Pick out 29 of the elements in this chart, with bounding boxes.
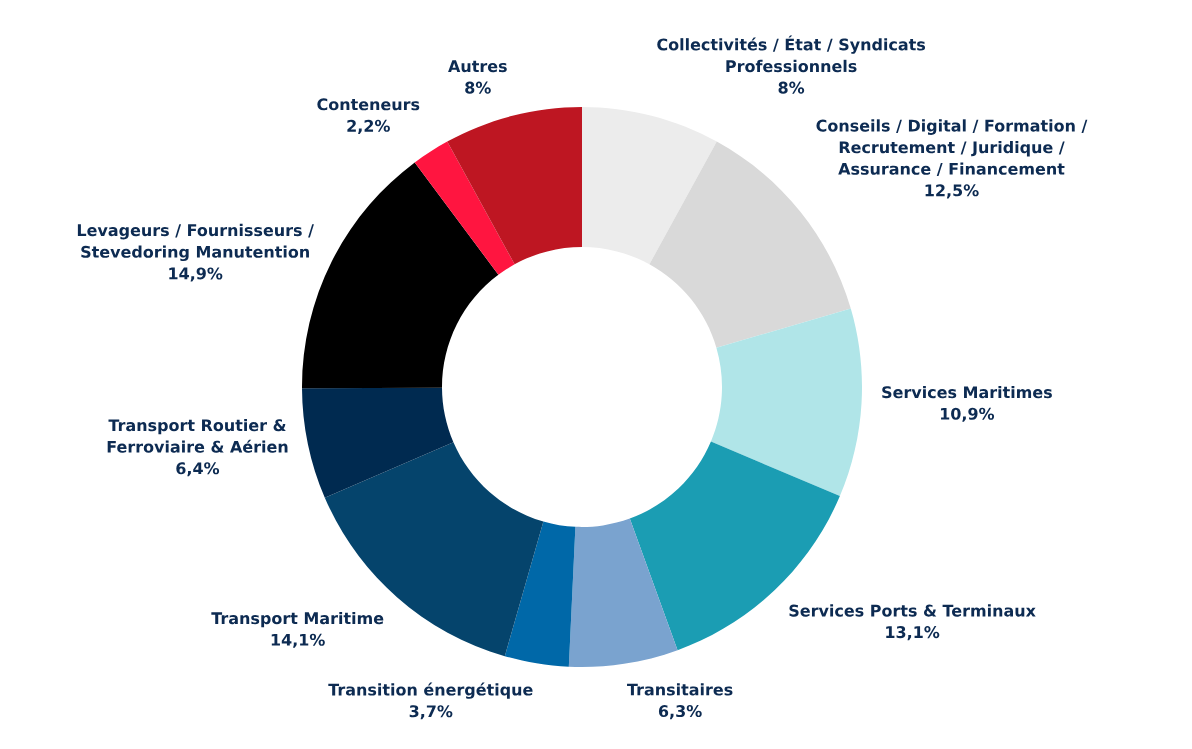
donut-slice [710, 308, 862, 497]
donut-slice [302, 387, 454, 498]
data-label: 14,1% [271, 633, 325, 648]
data-label: 2,2% [347, 119, 390, 134]
donut-slice [568, 518, 678, 667]
data-label: 14,9% [169, 267, 223, 282]
slice-label: Transport Routier & Ferroviaire & Aérien [107, 418, 288, 453]
donut-slice [582, 107, 717, 265]
slice-label: Transport Maritime [211, 611, 384, 628]
data-label: 13,1% [886, 626, 940, 641]
data-label: 8% [465, 81, 491, 94]
slice-label: Transitaires [627, 683, 733, 696]
data-label: 6,3% [658, 705, 702, 720]
data-label: 8% [778, 81, 805, 94]
slice-label: Services Maritimes [882, 385, 1052, 399]
donut-slice [447, 107, 582, 265]
data-label: 12,5% [925, 184, 979, 199]
slice-label: Transition énergétique [328, 682, 533, 699]
donut-slice [414, 141, 515, 275]
slice-label: Collectivités / État / Syndicats Professionnels [657, 35, 926, 73]
slice-label: Conseils / Digital / Formation / Recrutement / Juridique / Assurance / Financement [816, 119, 1088, 177]
slice-label: Services Ports & Terminaux [789, 604, 1036, 617]
slice-label: Autres [448, 60, 507, 73]
data-label: 3,7% [409, 705, 453, 720]
slice-label: Conteneurs [317, 98, 420, 111]
slice-label: Levageurs / Fournisseurs / Stevedoring Manutention [77, 223, 314, 262]
donut-slice [504, 521, 576, 667]
data-label: 6,4% [176, 462, 220, 477]
data-label: 10,9% [940, 407, 995, 422]
